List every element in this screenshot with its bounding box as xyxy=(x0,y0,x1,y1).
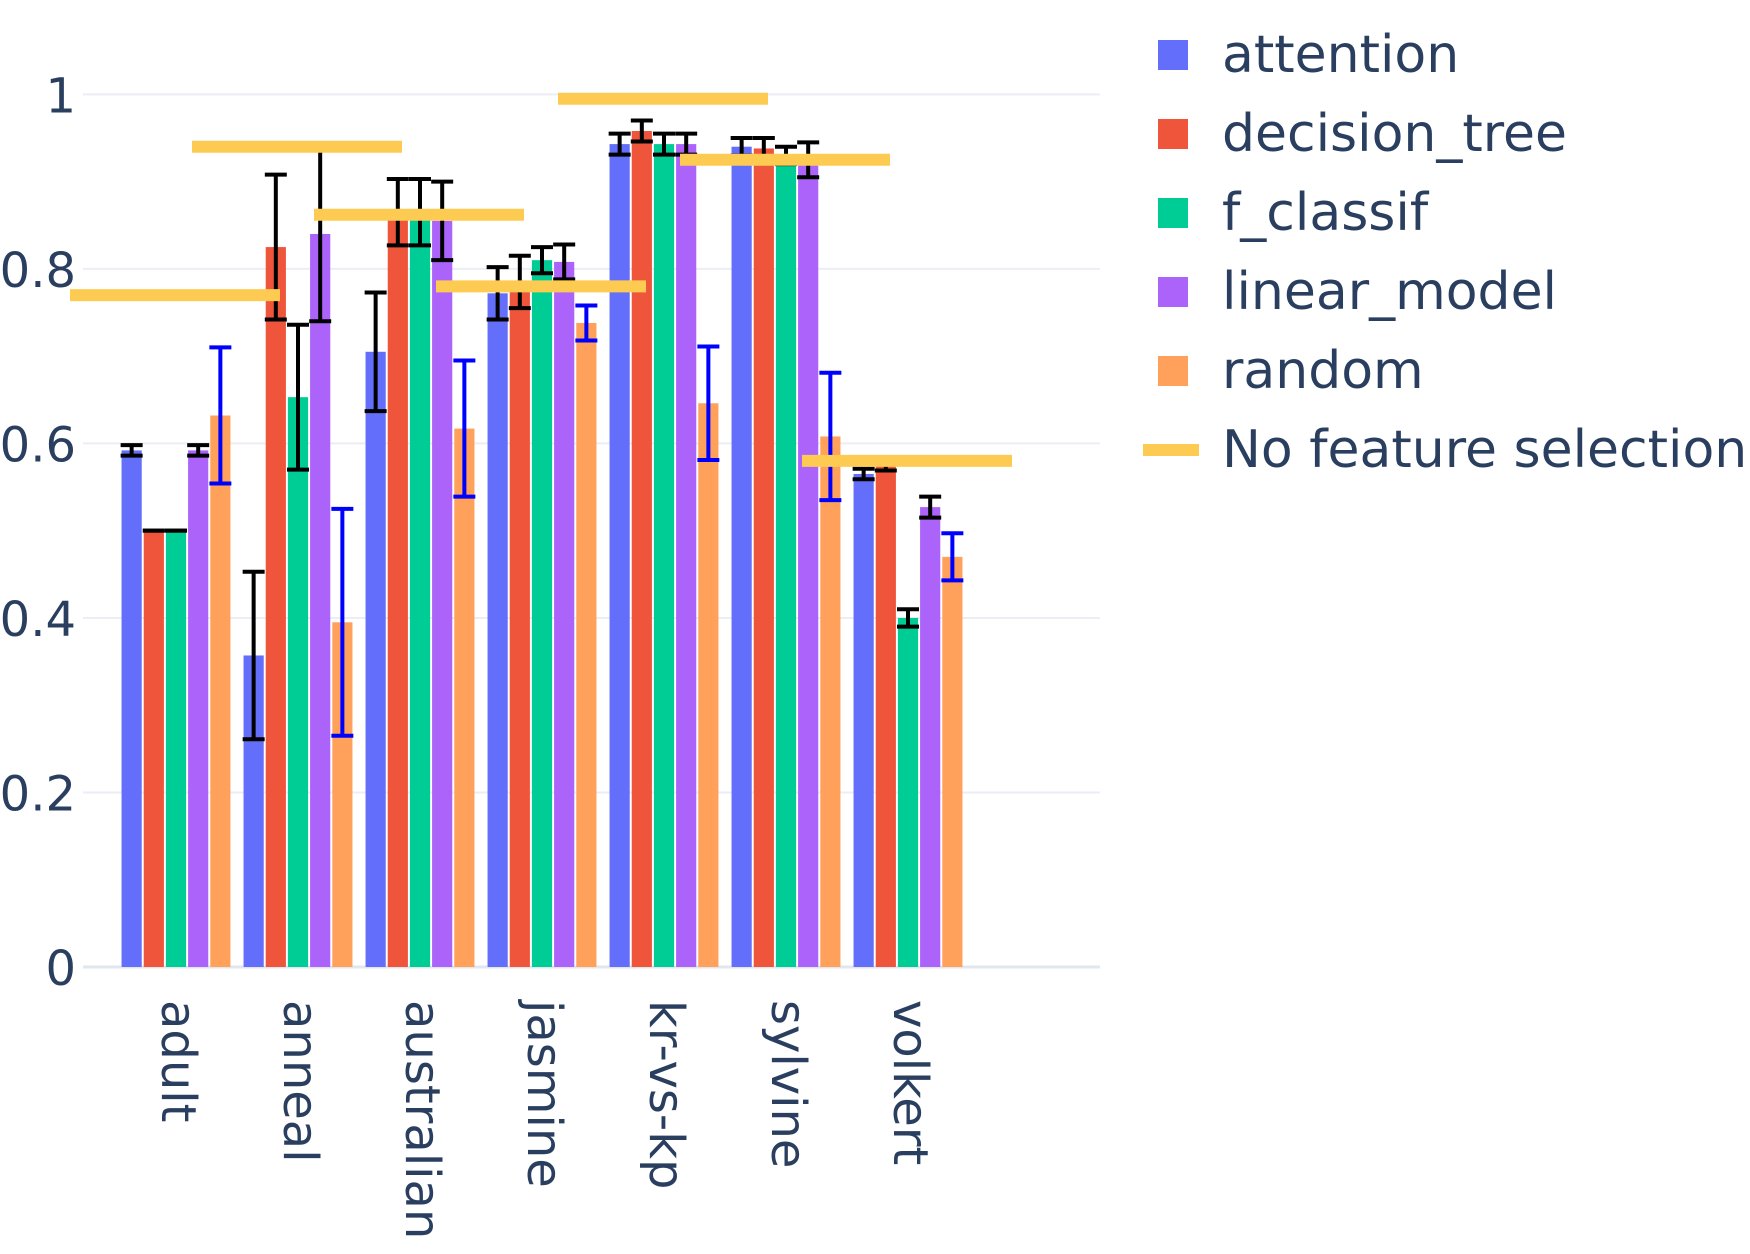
error-bar-attention-anneal xyxy=(242,569,265,742)
legend-swatch xyxy=(1158,356,1188,386)
x-tick-label: adult xyxy=(150,1000,206,1122)
legend-swatch xyxy=(1158,119,1188,149)
bar-f_classif-kr-vs-kp xyxy=(653,144,675,967)
error-bar-f_classif-anneal xyxy=(287,322,309,472)
legend-swatch xyxy=(1158,40,1188,70)
legend-swatch xyxy=(1158,277,1188,307)
bar-attention-australian xyxy=(365,351,386,968)
bar-decision_tree-volkert xyxy=(875,465,896,967)
error-bar-linear_model-australian xyxy=(431,179,454,263)
x-tick-label: anneal xyxy=(272,1000,328,1163)
bar-decision_tree-jasmine xyxy=(509,281,530,967)
bar-attention-jasmine xyxy=(487,293,508,967)
error-bar-linear_model-jasmine xyxy=(553,242,576,282)
bar-random-jasmine xyxy=(576,322,597,967)
bar-random-sylvine xyxy=(820,436,841,967)
legend[interactable]: attention decision_tree f_classif linear_mo… xyxy=(1143,25,1747,480)
error-bar-decision_tree-kr-vs-kp xyxy=(630,118,653,144)
bars xyxy=(121,131,963,968)
y-tick-label: 0.2 xyxy=(0,766,76,822)
bar-f_classif-volkert xyxy=(897,617,919,967)
error-bar-random-jasmine xyxy=(575,303,598,343)
baseline-segments xyxy=(70,92,1012,467)
bar-f_classif-adult xyxy=(165,530,187,967)
bar-random-volkert xyxy=(942,556,963,967)
bar-linear_model-adult xyxy=(188,450,209,967)
legend-label: decision_tree xyxy=(1222,104,1567,164)
bar-f_classif-jasmine xyxy=(531,260,553,967)
error-bar-attention-australian xyxy=(364,290,387,414)
error-bar-linear_model-adult xyxy=(187,443,210,458)
error-bar-f_classif-kr-vs-kp xyxy=(653,131,675,157)
bar-linear_model-jasmine xyxy=(554,261,575,968)
error-bar-random-adult xyxy=(209,345,232,486)
bar-decision_tree-australian xyxy=(387,212,408,967)
x-tick-label: kr-vs-kp xyxy=(638,1000,694,1190)
bar-random-anneal xyxy=(332,622,353,967)
error-bar-random-australian xyxy=(453,358,476,499)
bar-linear_model-anneal xyxy=(310,233,331,967)
bar-decision_tree-sylvine xyxy=(753,148,774,967)
x-tick-label: australian xyxy=(394,1000,450,1239)
bar-attention-kr-vs-kp xyxy=(609,144,630,967)
y-tick-label: 0.8 xyxy=(0,243,76,299)
error-bar-random-anneal xyxy=(331,506,354,738)
legend-label: No feature selection xyxy=(1222,420,1747,480)
error-bar-f_classif-jasmine xyxy=(531,245,553,276)
x-tick-label: volkert xyxy=(882,1000,938,1165)
legend-item-decision_tree[interactable]: decision_tree xyxy=(1158,104,1567,164)
bar-linear_model-sylvine xyxy=(798,159,819,967)
y-tick-label: 0.4 xyxy=(0,592,76,648)
legend-label: f_classif xyxy=(1222,183,1430,243)
x-tick-label: jasmine xyxy=(516,999,572,1188)
error-bar-attention-jasmine xyxy=(486,265,509,322)
bar-f_classif-australian xyxy=(409,212,431,967)
bar-f_classif-sylvine xyxy=(775,155,797,968)
error-bar-linear_model-volkert xyxy=(919,494,942,520)
error-bar-random-sylvine xyxy=(819,370,842,503)
y-axis: 0 0.2 0.4 0.6 0.8 1 xyxy=(0,68,76,997)
bar-attention-sylvine xyxy=(731,146,752,967)
bar-linear_model-kr-vs-kp xyxy=(676,144,697,967)
y-tick-label: 0 xyxy=(45,941,76,997)
legend-item-linear_model[interactable]: linear_model xyxy=(1158,262,1557,322)
error-bar-f_classif-volkert xyxy=(897,607,919,629)
error-bar-random-volkert xyxy=(941,531,964,583)
legend-label: random xyxy=(1222,341,1424,401)
y-tick-label: 0.6 xyxy=(0,417,76,473)
bar-attention-volkert xyxy=(853,473,874,967)
bar-random-kr-vs-kp xyxy=(698,403,719,968)
bar-random-australian xyxy=(454,428,475,967)
bar-attention-adult xyxy=(121,450,142,967)
x-tick-label: sylvine xyxy=(760,1000,816,1168)
error-bar-attention-volkert xyxy=(852,466,875,482)
bar-random-adult xyxy=(210,415,231,967)
error-bar-random-kr-vs-kp xyxy=(697,344,720,462)
bar-linear_model-australian xyxy=(432,220,453,968)
legend-item-baseline[interactable]: No feature selection xyxy=(1143,420,1747,480)
bar-decision_tree-kr-vs-kp xyxy=(631,131,652,968)
y-tick-label: 1 xyxy=(45,68,76,124)
bar-attention-anneal xyxy=(243,655,264,967)
legend-item-attention[interactable]: attention xyxy=(1158,25,1459,85)
bar-decision_tree-adult xyxy=(143,530,164,967)
x-axis: adult anneal australian jasmine kr-vs-kp sylv… xyxy=(150,999,938,1239)
legend-item-random[interactable]: random xyxy=(1158,341,1424,401)
bar-linear_model-volkert xyxy=(920,507,941,967)
legend-label: linear_model xyxy=(1222,262,1557,322)
legend-swatch xyxy=(1158,198,1188,228)
bar-decision_tree-anneal xyxy=(265,247,286,968)
bar-f_classif-anneal xyxy=(287,397,309,967)
legend-label: attention xyxy=(1222,25,1459,85)
legend-item-f_classif[interactable]: f_classif xyxy=(1158,183,1430,243)
error-bar-attention-adult xyxy=(120,443,143,458)
error-bar-attention-kr-vs-kp xyxy=(608,131,631,157)
